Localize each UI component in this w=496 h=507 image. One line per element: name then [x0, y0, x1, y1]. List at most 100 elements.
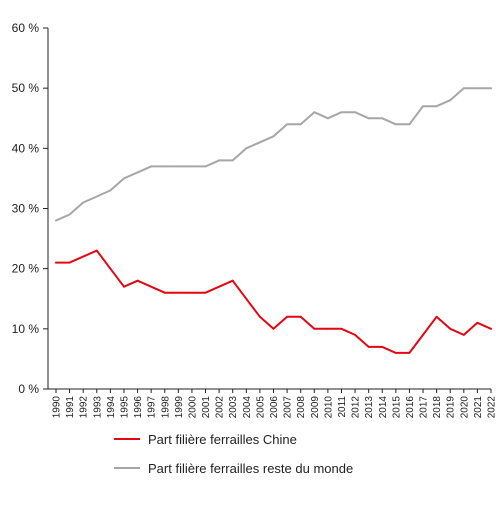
data-point — [394, 123, 397, 126]
data-point — [191, 291, 193, 294]
data-point — [55, 261, 57, 264]
x-tick-label: 2003 — [228, 396, 239, 419]
data-point — [422, 333, 424, 336]
legend-label-rest-of-world: Part filière ferrailles reste du monde — [148, 460, 354, 476]
y-tick-label: 20 % — [12, 262, 40, 276]
x-tick-label: 2016 — [405, 396, 416, 419]
x-tick-label: 2001 — [201, 396, 212, 419]
data-point — [408, 352, 411, 354]
x-axis: 1990 1991 1992 1993 1994 1995 1996 1997 1998 1999… — [48, 388, 496, 419]
data-point — [299, 123, 302, 126]
x-tick-label: 2020 — [459, 396, 470, 419]
data-point — [449, 99, 452, 102]
data-point — [204, 291, 207, 294]
data-point — [259, 315, 261, 318]
data-point — [326, 117, 329, 120]
data-point — [136, 279, 139, 282]
x-tick-label: 2006 — [269, 396, 280, 419]
data-point — [68, 213, 71, 216]
x-tick-label: 2002 — [215, 396, 226, 419]
data-point — [163, 165, 166, 168]
data-point — [204, 165, 207, 168]
data-point — [259, 141, 261, 144]
data-point — [313, 327, 316, 330]
data-point — [340, 327, 343, 330]
x-tick-label: 1992 — [79, 396, 90, 419]
data-point — [191, 165, 193, 168]
data-point — [123, 177, 125, 180]
data-point — [245, 297, 248, 300]
y-tick-label: 30 % — [12, 202, 40, 216]
data-point — [95, 249, 98, 252]
data-point — [394, 352, 397, 354]
data-point — [449, 327, 452, 330]
x-tick-label: 1991 — [65, 396, 76, 419]
data-point — [435, 315, 438, 318]
x-tick-label: 2009 — [310, 396, 321, 419]
data-point — [136, 171, 139, 174]
x-tick-label: 1993 — [92, 396, 103, 419]
data-point — [354, 111, 356, 114]
data-point — [490, 87, 492, 90]
x-tick-label: 1999 — [174, 396, 185, 419]
x-tick-label: 1997 — [147, 396, 158, 419]
data-point — [177, 291, 180, 294]
data-point — [326, 327, 329, 330]
data-point — [408, 123, 411, 126]
data-point — [367, 117, 370, 120]
x-tick-label: 2013 — [364, 396, 375, 419]
y-axis: 0 % 10 % 20 % 30 % 40 % 50 % 60 % — [12, 21, 49, 396]
data-point — [272, 135, 275, 138]
data-point — [476, 87, 479, 90]
x-tick-label: 2011 — [337, 396, 348, 418]
x-tick-label: 2005 — [255, 396, 266, 419]
data-point — [272, 327, 275, 330]
series-line-1 — [55, 87, 492, 222]
y-tick-label: 10 % — [12, 322, 40, 336]
legend-swatch-rest-of-world — [114, 467, 140, 469]
x-tick-label: 2017 — [419, 396, 430, 419]
data-point — [218, 285, 221, 288]
data-point — [476, 321, 479, 324]
y-tick-label: 60 % — [12, 21, 40, 35]
x-tick-label: 2012 — [351, 396, 362, 419]
series-line-0 — [55, 249, 492, 354]
x-tick-label: 2000 — [187, 396, 198, 419]
x-tick-label: 1995 — [119, 396, 130, 419]
x-tick-label: 2022 — [487, 396, 496, 419]
data-point — [82, 255, 85, 258]
y-tick-label: 50 % — [12, 81, 40, 95]
x-tick-label: 2007 — [283, 396, 294, 419]
x-tick-label: 2021 — [473, 396, 484, 419]
line-chart: 0 % 10 % 20 % 30 % 40 % 50 % 60 % 1990 1991 1992… — [12, 21, 496, 419]
data-point — [95, 195, 98, 198]
x-tick-label: 2014 — [378, 396, 389, 419]
legend-item-china: Part filière ferrailles Chine — [114, 427, 353, 451]
data-point — [422, 105, 424, 108]
data-point — [82, 201, 85, 204]
series-lines — [55, 87, 492, 354]
legend: Part filière ferrailles Chine Part filiè… — [114, 427, 353, 485]
x-tick-label: 2015 — [391, 396, 402, 419]
data-point — [150, 285, 153, 288]
legend-swatch-china — [114, 438, 140, 440]
data-point — [163, 291, 166, 294]
data-point — [218, 159, 221, 162]
data-point — [150, 165, 153, 168]
x-tick-label: 1998 — [160, 396, 171, 419]
data-point — [55, 219, 57, 222]
data-point — [367, 345, 370, 348]
data-point — [286, 315, 288, 318]
x-tick-label: 1996 — [133, 396, 144, 419]
data-point — [231, 279, 234, 282]
y-tick-label: 40 % — [12, 141, 40, 155]
x-tick-label: 2008 — [296, 396, 307, 419]
data-point — [340, 111, 343, 114]
legend-item-rest-of-world: Part filière ferrailles reste du monde — [114, 456, 353, 480]
data-point — [299, 315, 302, 318]
data-point — [462, 333, 465, 336]
x-tick-label: 1994 — [106, 396, 117, 419]
data-point — [313, 111, 316, 114]
data-point — [435, 105, 438, 108]
data-point — [286, 123, 288, 126]
